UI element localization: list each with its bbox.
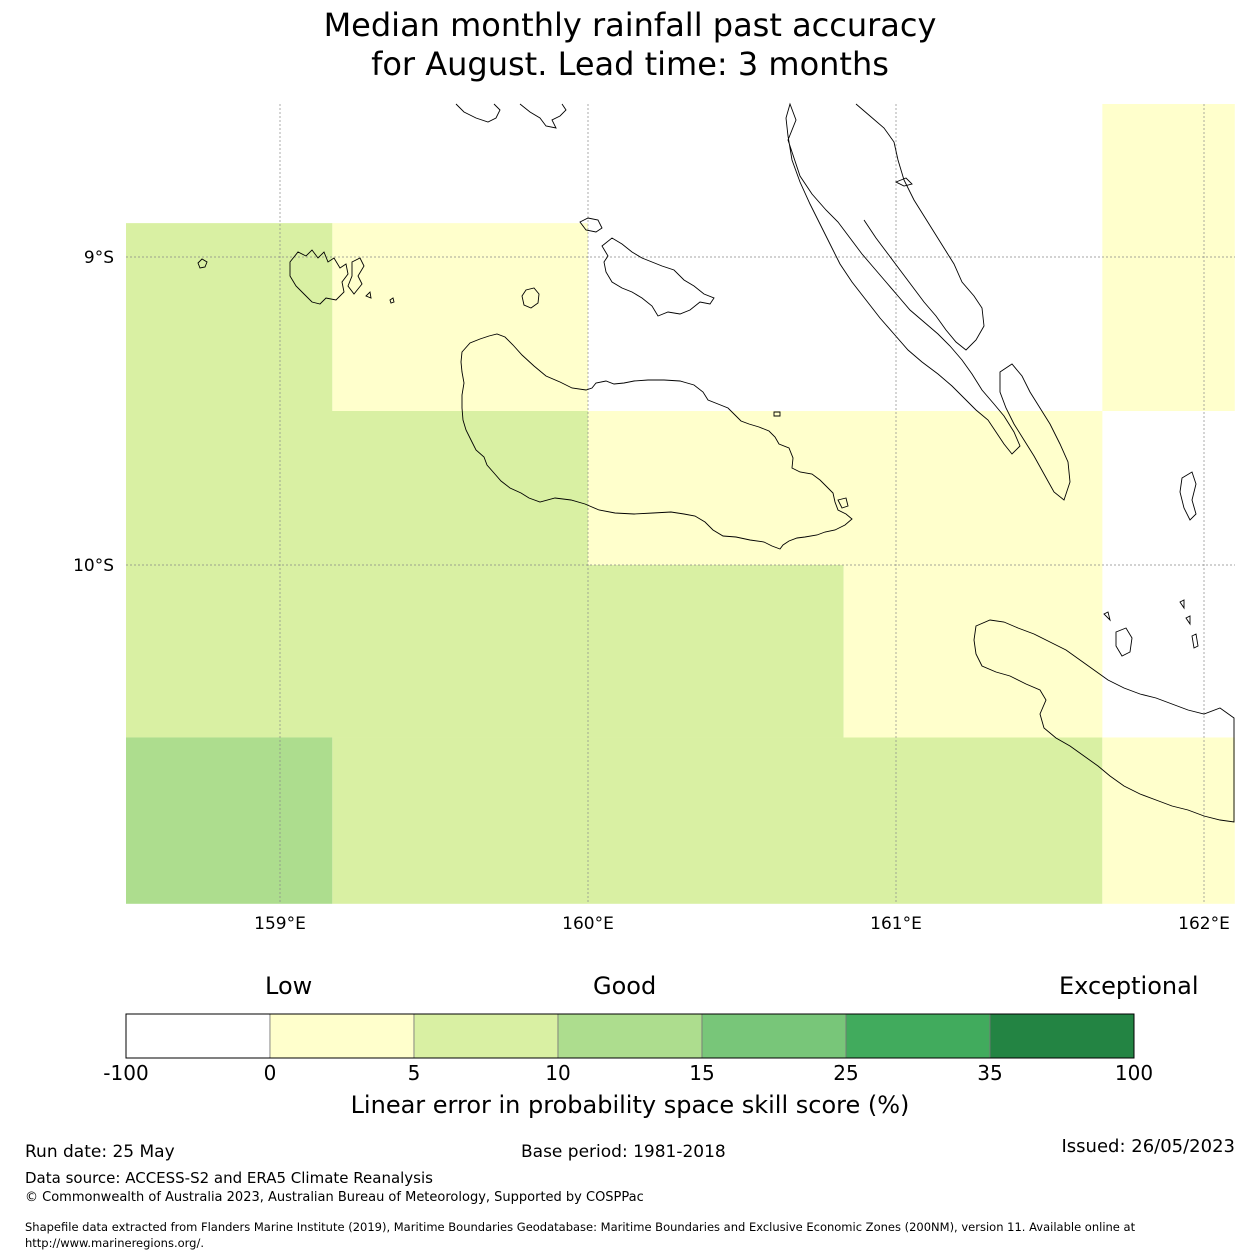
colorbar-tick-label: 25	[833, 1061, 859, 1085]
colorbar-segment	[269, 1013, 415, 1059]
colorbar-head-exceptional: Exceptional	[1059, 972, 1199, 1000]
colorbar-label: Linear error in probability space skill …	[350, 1091, 910, 1119]
run-date: Run date: 25 May	[25, 1142, 175, 1162]
colorbar-head-good: Good	[593, 972, 657, 1000]
coastline-guadalcanal	[460, 333, 853, 550]
skill-cell	[588, 411, 1103, 565]
skill-cell	[843, 565, 1103, 738]
longitude-tick-label: 160°E	[562, 914, 614, 934]
longitude-tick-label: 161°E	[870, 914, 922, 934]
colorbar-tick-label: 10	[545, 1061, 571, 1085]
coastline-north-west	[455, 103, 501, 123]
skill-cell	[1102, 104, 1235, 411]
latitude-tick-label: 10°S	[73, 556, 114, 576]
skill-cell	[126, 565, 844, 738]
skill-cell	[332, 737, 1103, 904]
coastline-malaita-east	[855, 103, 985, 351]
colorbar-segment	[413, 1013, 559, 1059]
issued-date: Issued: 26/05/2023	[1061, 1136, 1235, 1157]
colorbar-tick-label: -100	[103, 1061, 149, 1085]
latitude-tick-label: 9°S	[84, 248, 114, 268]
coastline-malaita	[785, 102, 1021, 455]
skill-cell	[1102, 737, 1235, 904]
coastline-nggela	[579, 217, 603, 233]
longitude-tick-label: 159°E	[254, 914, 306, 934]
data-source: Data source: ACCESS-S2 and ERA5 Climate …	[25, 1169, 433, 1187]
coastline-nggela-main	[601, 237, 715, 317]
colorbar-tick-label: 100	[1114, 1061, 1154, 1085]
shapefile-credit-line-2: http://www.marineregions.org/.	[25, 1236, 204, 1250]
colorbar-tick-label: 15	[689, 1061, 715, 1085]
colorbar	[125, 1013, 1135, 1059]
colorbar-tick-label: 5	[407, 1061, 421, 1085]
colorbar-segment	[125, 1013, 271, 1059]
colorbar-tick-label: 35	[977, 1061, 1003, 1085]
skill-cells	[126, 104, 1235, 904]
graticule	[126, 104, 1235, 904]
coastline-savo	[521, 287, 540, 309]
coastline-florida-islet	[347, 257, 365, 295]
coastline-small-malaita	[999, 363, 1071, 501]
skill-cell	[126, 411, 588, 565]
coastline-florida-islands	[289, 249, 349, 305]
shapefile-credit-line-1: Shapefile data extracted from Flanders M…	[25, 1220, 1136, 1234]
skill-cell	[332, 223, 588, 411]
coastline-russell-islet	[197, 258, 208, 269]
skill-cell	[126, 223, 333, 411]
coastline-makira	[973, 619, 1235, 823]
colorbar-tick-label: 0	[263, 1061, 277, 1085]
colorbar-segment	[557, 1013, 703, 1059]
rainfall-skill-map: 9°S 10°S 159°E 160°E 161°E 162°E	[73, 102, 1235, 934]
coastline-ulawa	[1179, 471, 1197, 521]
coastlines	[197, 102, 1235, 823]
colorbar-segment	[845, 1013, 991, 1059]
copyright: © Commonwealth of Australia 2023, Austra…	[25, 1190, 644, 1205]
colorbar-head-low: Low	[265, 972, 313, 1000]
base-period: Base period: 1981-2018	[521, 1142, 726, 1162]
colorbar-segment	[989, 1013, 1135, 1059]
colorbar-segment	[701, 1013, 847, 1059]
longitude-labels: 159°E 160°E 161°E 162°E	[254, 914, 1230, 934]
latitude-labels: 9°S 10°S	[73, 248, 114, 576]
longitude-tick-label: 162°E	[1178, 914, 1230, 934]
title-line-2: for August. Lead time: 3 months	[371, 45, 889, 83]
title-line-1: Median monthly rainfall past accuracy	[323, 6, 937, 44]
map-title: Median monthly rainfall past accuracy fo…	[0, 6, 1260, 84]
colorbar-outline	[125, 1013, 1135, 1059]
skill-cell	[126, 737, 333, 904]
